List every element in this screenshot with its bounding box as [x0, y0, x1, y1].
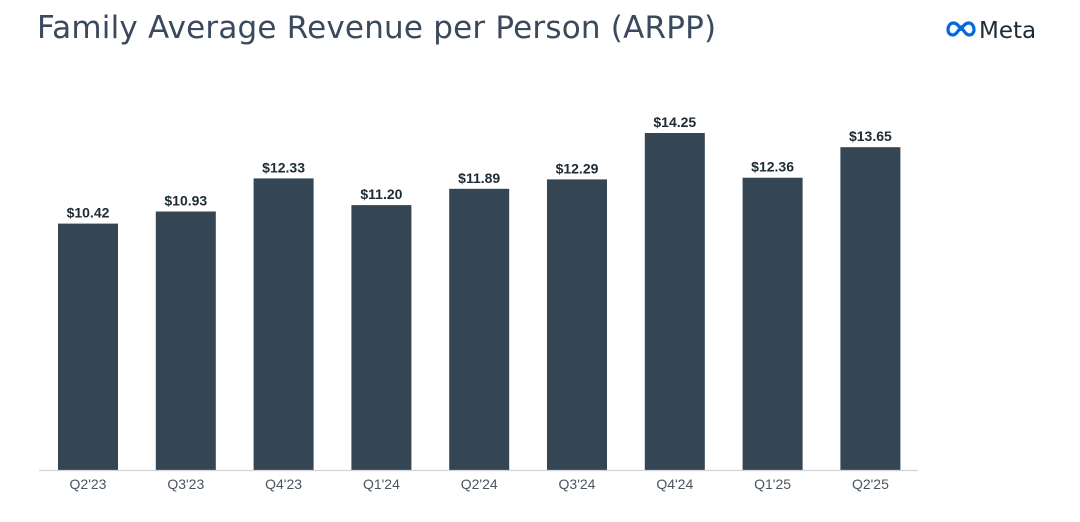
x-tick-label: Q4'23 — [265, 476, 302, 492]
x-tick-label: Q1'25 — [754, 476, 791, 492]
bar-Q2'25 — [840, 147, 901, 470]
data-label: $12.29 — [556, 160, 599, 176]
bar-Q2'23 — [58, 223, 118, 470]
page-title: Family Average Revenue per Person (ARPP) — [37, 10, 717, 46]
bar-Q3'24 — [547, 179, 607, 470]
meta-brand: Meta — [946, 18, 1036, 44]
data-label: $14.25 — [653, 114, 696, 130]
bar-Q4'23 — [253, 178, 314, 470]
x-tick-label: Q3'23 — [167, 476, 204, 492]
bar-Q1'25 — [742, 177, 803, 470]
bar-Q4'24 — [644, 133, 705, 470]
data-label: $10.93 — [164, 193, 207, 209]
bar-Q1'24 — [351, 205, 412, 470]
data-label: $10.42 — [67, 205, 110, 221]
meta-infinity-logo-icon — [946, 20, 976, 43]
x-tick-label: Q3'24 — [559, 476, 596, 492]
data-label: $13.65 — [849, 128, 892, 144]
data-label: $11.20 — [360, 186, 402, 202]
x-tick-label: Q1'24 — [363, 476, 400, 492]
data-label: $12.36 — [751, 159, 794, 175]
x-tick-label: Q2'25 — [852, 476, 889, 492]
x-tick-label: Q2'24 — [461, 476, 498, 492]
data-label: $11.89 — [458, 170, 500, 186]
bar-Q2'24 — [449, 188, 510, 471]
bar-Q3'23 — [155, 211, 216, 470]
brand-name: Meta — [979, 18, 1037, 44]
x-tick-label: Q4'24 — [656, 476, 693, 492]
x-tick-label: Q2'23 — [70, 476, 107, 492]
data-label: $12.33 — [262, 159, 305, 175]
